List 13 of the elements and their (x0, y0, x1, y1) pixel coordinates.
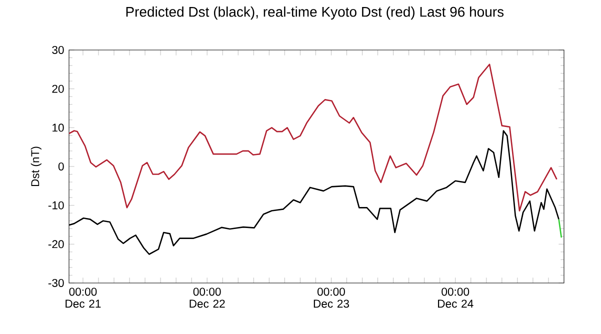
y-tick-label: -20 (48, 240, 64, 248)
x-tick-label: 00:00 Dec 24 (438, 288, 474, 308)
x-tick-label: 00:00 Dec 23 (314, 288, 350, 308)
y-tick-label: 30 (52, 46, 64, 54)
y-tick-label: 0 (58, 162, 64, 170)
y-tick-label: 10 (52, 124, 64, 132)
y-tick-label: -30 (48, 278, 64, 287)
x-tick-label: 00:00 Dec 21 (66, 288, 101, 308)
y-tick-label: 20 (52, 84, 64, 93)
y-axis-title: Dst (nT) (30, 146, 42, 186)
x-tick-label: 00:00 Dec 22 (190, 288, 225, 308)
y-tick-label: -10 (48, 201, 64, 210)
chart-title: Predicted Dst (black), real-time Kyoto Dst (red) Last 96 hours (126, 6, 504, 20)
